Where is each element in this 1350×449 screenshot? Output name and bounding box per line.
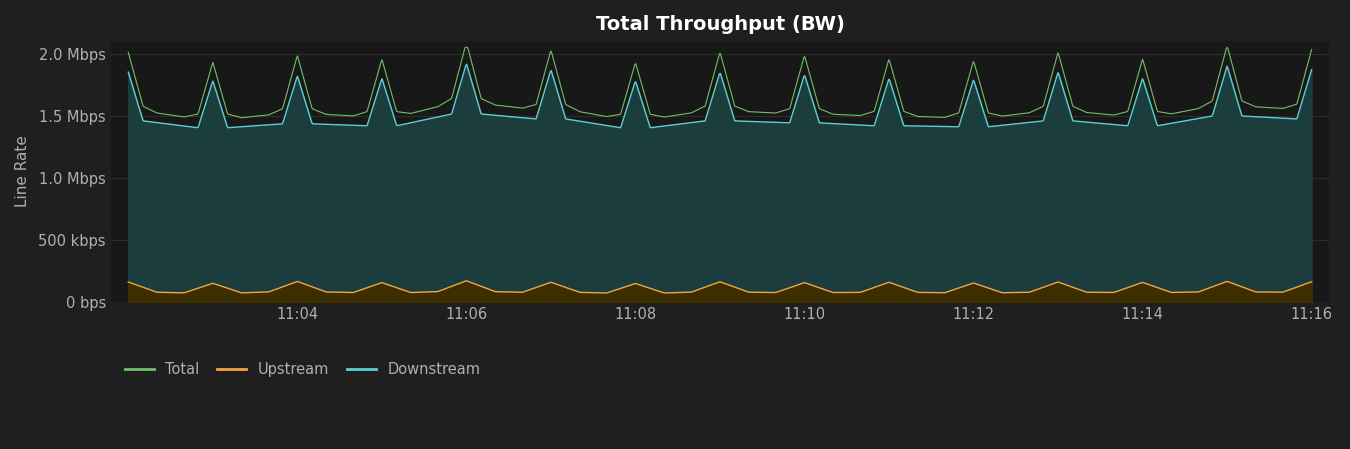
Title: Total Throughput (BW): Total Throughput (BW) [595,15,844,34]
Y-axis label: Line Rate: Line Rate [15,136,30,207]
Legend: Total, Upstream, Downstream: Total, Upstream, Downstream [119,356,486,383]
